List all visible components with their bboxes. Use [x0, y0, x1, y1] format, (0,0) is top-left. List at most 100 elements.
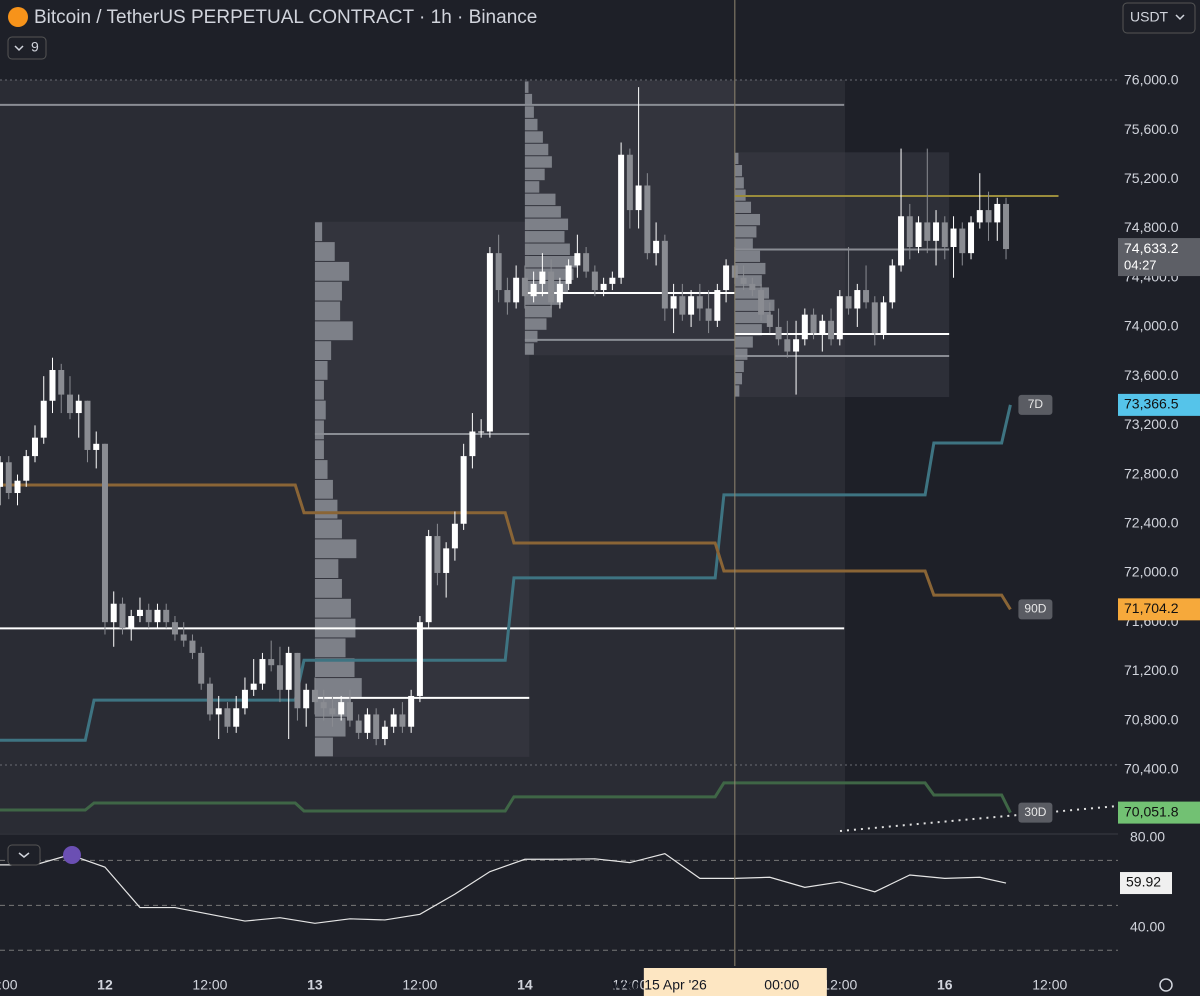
profile-box — [734, 152, 950, 398]
candle-body — [145, 609, 152, 623]
candle-body — [565, 265, 572, 284]
profile-bar — [314, 717, 346, 737]
profile-bar — [734, 201, 752, 213]
candle-body — [276, 665, 283, 690]
candle-body — [924, 222, 931, 241]
profile-bar — [314, 559, 339, 578]
currency-button[interactable] — [1122, 2, 1196, 34]
candle-body — [5, 462, 12, 494]
candle-body — [381, 726, 388, 740]
candle-body — [941, 222, 948, 247]
candle-body — [23, 456, 30, 481]
candle-body — [915, 222, 922, 247]
rsi-tick-label: 40.00 — [1130, 919, 1165, 935]
candle-body — [985, 210, 992, 223]
x-tick-label: 12:00 — [822, 977, 857, 993]
candle-body — [303, 689, 310, 709]
profile-bar — [734, 262, 766, 275]
y-tick-label: 72,400.0 — [1124, 514, 1179, 530]
candle-body — [653, 240, 660, 254]
rsi-tick-label: 80.00 — [1130, 829, 1165, 845]
price-tag-label: 71,704.2 — [1124, 600, 1179, 616]
x-tick-label: 16 — [937, 977, 953, 993]
candle-body — [469, 431, 476, 457]
candle-body — [198, 652, 205, 684]
candle-body — [696, 296, 703, 309]
candle-body — [49, 370, 56, 401]
profile-bar — [524, 168, 545, 181]
candle-body — [854, 290, 861, 309]
candle-body — [644, 185, 651, 254]
profile-bar — [734, 311, 771, 324]
profile-bar — [314, 281, 342, 301]
candle-body — [294, 652, 301, 709]
y-tick-label: 74,800.0 — [1124, 219, 1179, 235]
vwap-line — [0, 781, 1012, 814]
price-tag — [1118, 801, 1200, 824]
profile-bar — [524, 106, 534, 118]
line-name-tag — [1018, 394, 1053, 415]
profile-bar — [314, 479, 333, 499]
profile-bar — [524, 206, 561, 218]
profile-bar — [314, 222, 323, 242]
candle-body — [793, 339, 800, 352]
candle-body — [521, 277, 528, 297]
line-name-tag — [1018, 802, 1053, 823]
candle-body — [766, 314, 773, 327]
candle-body — [591, 271, 598, 291]
candle-body — [443, 548, 450, 573]
price-tag-label: 70,051.8 — [1124, 803, 1179, 819]
candle-body — [75, 400, 82, 414]
indicator-toggle[interactable] — [7, 36, 47, 60]
candle-body — [1003, 203, 1010, 250]
pane-toggle[interactable] — [7, 844, 41, 866]
profile-bar — [314, 242, 335, 261]
candle-body — [723, 265, 730, 291]
vwap-line — [0, 404, 1012, 742]
candle-body — [600, 283, 607, 291]
candle-body — [373, 714, 380, 740]
chevron — [14, 45, 24, 52]
candle-body — [486, 253, 493, 432]
candle-body — [58, 370, 65, 395]
candle-body — [434, 536, 441, 573]
sync-icon[interactable] — [63, 846, 81, 864]
profile-bar — [524, 156, 552, 168]
candle-body — [399, 714, 406, 727]
x-tick-label: 12:00 — [192, 977, 227, 993]
candle-body — [679, 296, 686, 315]
candle-body — [810, 314, 817, 334]
profile-bar — [734, 226, 757, 238]
candle-body — [626, 154, 633, 211]
y-tick-label: 74,000.0 — [1124, 318, 1179, 334]
candle-body — [819, 320, 826, 334]
candle-body — [101, 443, 108, 623]
candle-body — [128, 616, 135, 629]
indicator-count: 9 — [31, 39, 39, 55]
candle-body — [863, 290, 870, 303]
chevron — [1175, 14, 1185, 21]
line-name-tag — [1018, 599, 1053, 620]
last-price-label: 74,633.2 — [1124, 240, 1179, 256]
profile-bar — [314, 380, 324, 400]
candle-body — [0, 462, 3, 487]
profile-bar — [314, 499, 338, 519]
candle-body — [119, 603, 126, 629]
candle-body — [425, 536, 432, 623]
candle-body — [416, 622, 423, 696]
rsi-tag-label: 59.92 — [1126, 874, 1161, 890]
y-tick-label: 76,000.0 — [1124, 72, 1179, 88]
y-tick-label: 73,600.0 — [1124, 367, 1179, 383]
candle-body — [320, 702, 327, 709]
candle-body — [661, 240, 668, 309]
profile-bar — [314, 598, 351, 618]
countdown: 04:27 — [1124, 258, 1157, 273]
x-tick-label: 13 — [307, 977, 323, 993]
x-tick-label: 12:00 — [1032, 977, 1067, 993]
chevron — [18, 852, 30, 858]
profile-bar — [524, 218, 569, 231]
candle-body — [250, 683, 257, 690]
candle-body — [390, 714, 397, 727]
candle-body — [609, 277, 616, 284]
profile-bar — [314, 460, 328, 479]
